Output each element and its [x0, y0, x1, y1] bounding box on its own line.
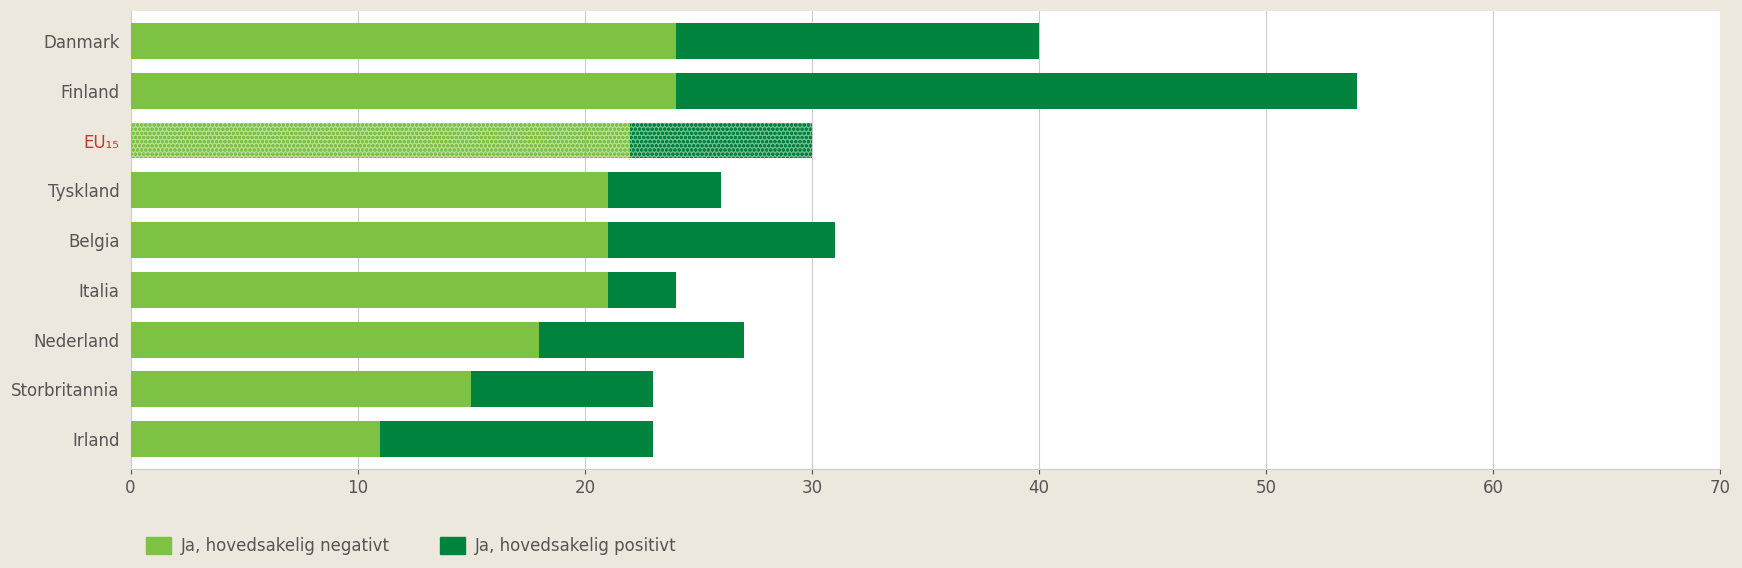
Bar	[540, 321, 744, 357]
Bar	[131, 172, 608, 208]
Bar	[631, 123, 812, 158]
Bar	[131, 23, 676, 59]
Bar	[131, 421, 380, 457]
Bar	[676, 73, 1357, 108]
Bar	[631, 123, 812, 158]
Bar	[380, 421, 653, 457]
Bar	[131, 123, 631, 158]
Bar	[131, 123, 631, 158]
Bar	[608, 222, 834, 258]
Bar	[472, 371, 653, 407]
Bar	[131, 222, 608, 258]
Bar	[131, 272, 608, 308]
Bar	[131, 321, 540, 357]
Bar	[131, 371, 472, 407]
Bar	[131, 73, 676, 108]
Legend: Ja, hovedsakelig negativt, Ja, hovedsakelig positivt: Ja, hovedsakelig negativt, Ja, hovedsake…	[139, 530, 683, 561]
Bar	[608, 272, 676, 308]
Bar	[676, 23, 1038, 59]
Bar	[608, 172, 721, 208]
